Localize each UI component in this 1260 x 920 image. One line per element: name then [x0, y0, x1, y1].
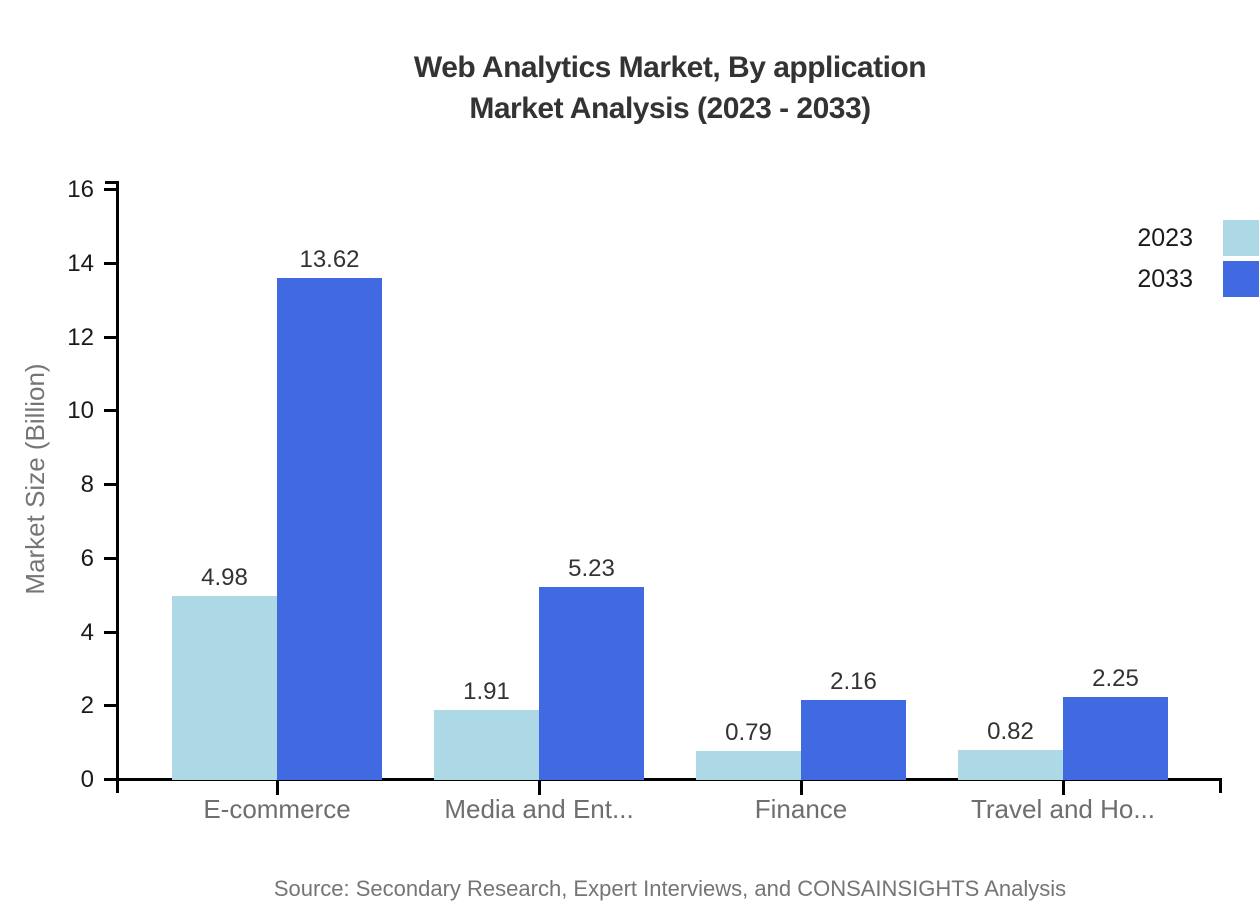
category-tick: [1062, 780, 1065, 795]
y-tick-label: 10: [67, 397, 94, 425]
bar-value-label: 0.82: [987, 717, 1034, 745]
bar-value-label: 0.79: [725, 718, 772, 746]
category-label: Travel and Ho...: [970, 794, 1155, 824]
legend-swatch-2033: [1223, 261, 1259, 297]
y-tick-mark: [104, 335, 119, 339]
y-tick-mark: [104, 778, 119, 781]
y-axis-top-cap: [105, 181, 119, 184]
x-axis-end-cap: [1219, 778, 1222, 793]
chart-title-line2: Market Analysis (2023 - 2033): [469, 92, 871, 125]
bar-2023: [696, 750, 801, 780]
bar-2023: [958, 749, 1063, 780]
category-label: Finance: [754, 794, 848, 824]
bar-2033: [539, 587, 644, 780]
bar-value-label: 4.98: [201, 564, 248, 592]
y-tick-mark: [104, 704, 119, 708]
bar-2033: [801, 700, 906, 780]
y-tick-label: 2: [80, 692, 94, 720]
bar-2033: [1063, 697, 1168, 780]
y-tick-mark: [104, 188, 119, 191]
y-tick-label: 8: [80, 471, 94, 498]
y-tick-mark: [104, 556, 119, 560]
bar-value-label: 2.16: [830, 668, 877, 696]
category-tick: [800, 780, 803, 795]
category-tick: [276, 780, 279, 795]
y-axis-line: [116, 181, 119, 793]
legend-swatch-2023: [1223, 220, 1259, 256]
bar-value-label: 1.91: [463, 677, 510, 705]
category-tick: [538, 780, 541, 795]
x-axis-line: [104, 778, 1222, 781]
category-label: Media and Ent...: [444, 794, 634, 824]
y-tick-label: 0: [80, 766, 94, 793]
y-tick-label: 16: [67, 176, 94, 203]
y-tick-label: 14: [67, 249, 94, 277]
bar-value-label: 2.25: [1092, 665, 1139, 693]
y-tick-mark: [104, 483, 119, 486]
bar-2033: [277, 277, 382, 780]
y-tick-label: 6: [80, 544, 94, 572]
y-tick-mark: [104, 630, 119, 634]
y-tick-label: 12: [67, 323, 94, 351]
bar-2023: [434, 709, 539, 780]
chart-title-line1: Web Analytics Market, By application: [413, 51, 927, 84]
legend-label-2023: 2023: [1137, 224, 1193, 252]
y-tick-label: 4: [80, 618, 94, 646]
legend-label-2033: 2033: [1137, 265, 1193, 293]
bar-value-label: 5.23: [568, 555, 615, 583]
category-label: E-commerce: [203, 794, 351, 824]
y-tick-mark: [104, 409, 119, 413]
bar-value-label: 13.62: [299, 245, 360, 273]
y-tick-mark: [104, 261, 119, 265]
bar-2023: [172, 596, 277, 780]
source-note: Source: Secondary Research, Expert Inter…: [273, 876, 1067, 901]
chart-title: Web Analytics Market, By application Mar…: [170, 47, 1170, 129]
